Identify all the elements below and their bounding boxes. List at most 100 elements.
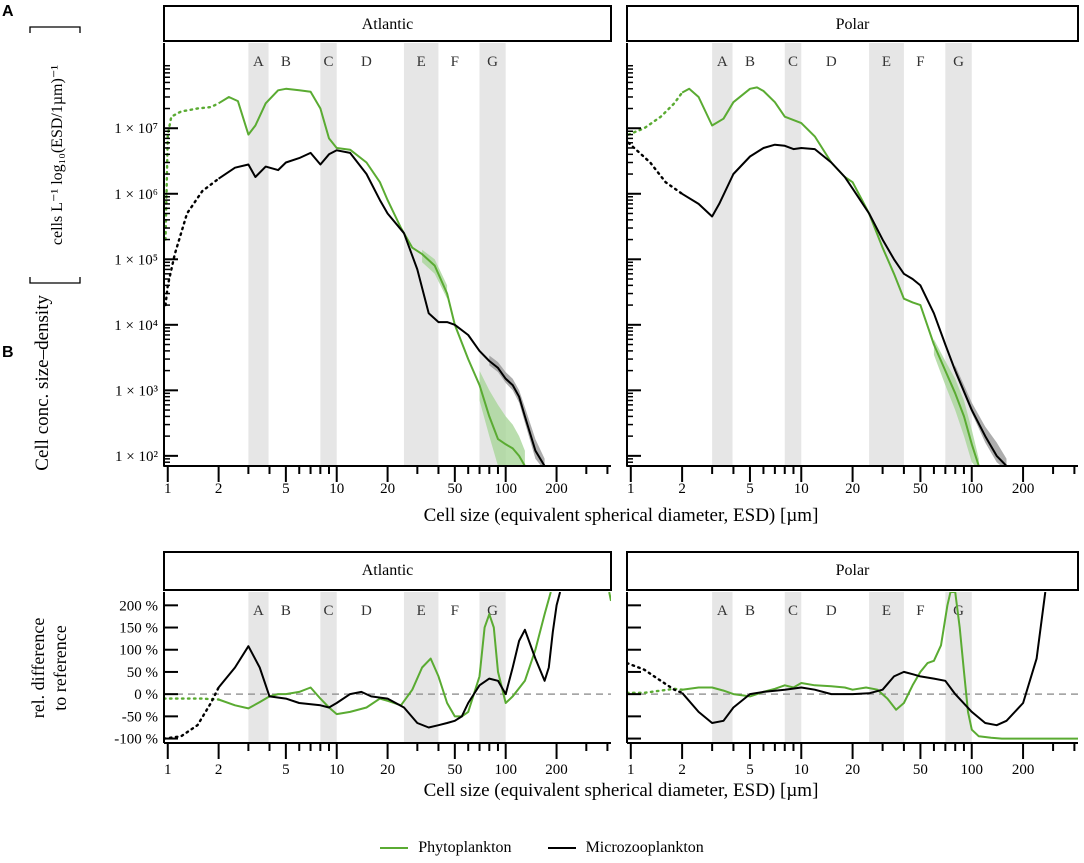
y-tick-label: 0 % — [134, 687, 158, 703]
ci-band-phytoplankton-2 — [422, 249, 448, 299]
x-tick-label: 5 — [746, 762, 754, 778]
zone-label-c: C — [324, 54, 334, 70]
x-axis: 1 2 5 10 20 50 100 200 — [164, 467, 609, 497]
x-tick-label: 200 — [1012, 762, 1035, 778]
y-axis — [626, 604, 641, 740]
x-tick-label: 50 — [913, 481, 928, 497]
zone-label-e: E — [417, 603, 426, 619]
y-tick-label: 1 × 10⁶ — [114, 187, 158, 203]
y-axis-title-line2: to reference — [50, 625, 70, 710]
x-tick-label: 5 — [746, 481, 754, 497]
zone-label-b: B — [281, 603, 291, 619]
x-tick-label: 1 — [164, 481, 172, 497]
facet-title: Polar — [836, 16, 870, 33]
bracket-left — [29, 277, 81, 284]
x-tick-label: 1 — [627, 762, 635, 778]
series-phytoplankton-extrapolated — [164, 697, 220, 701]
x-tick-label: 2 — [215, 481, 223, 497]
y-axis: -100 % -50 % 0 % 50 % 100 % 150 % 200 % — [114, 598, 178, 748]
facet-a-polar: Polar A B C D E F G 1 2 5 10 20 50 100 200 — [626, 5, 1079, 497]
zone-label-f: F — [451, 54, 459, 70]
series-group — [627, 592, 1078, 740]
zone-label-d: D — [826, 603, 837, 619]
series-microzooplankton-extrapolated — [627, 141, 684, 195]
zone-label-b: B — [281, 54, 291, 70]
zone-label-c: C — [324, 603, 334, 619]
legend-swatch-phytoplankton — [380, 847, 409, 849]
legend-item-microzooplankton: Microzooplankton — [547, 839, 704, 857]
y-tick-label: 1 × 10⁵ — [114, 252, 158, 268]
zone-label-f: F — [451, 603, 459, 619]
x-tick-label: 20 — [845, 762, 860, 778]
series-group — [164, 87, 546, 466]
x-tick-label: 50 — [913, 762, 928, 778]
facet-strip — [626, 5, 1079, 42]
x-axis: 1 2 5 10 20 50 100 200 — [627, 467, 1076, 497]
x-tick-label: 2 — [678, 481, 686, 497]
x-tick-label: 10 — [329, 762, 344, 778]
x-tick-label: 100 — [961, 762, 984, 778]
zone-label-e: E — [882, 603, 891, 619]
size-zones: A B C D E F G — [248, 592, 506, 743]
x-tick-label: 10 — [329, 481, 344, 497]
facet-strip — [163, 5, 612, 42]
x-tick-label: 5 — [282, 481, 290, 497]
series-phytoplankton — [218, 87, 526, 466]
x-tick-label: 1 — [627, 481, 635, 497]
x-tick-label: 1 — [164, 762, 172, 778]
y-axis-title-units: cells L⁻¹ log₁₀(ESD/1µm)⁻¹ — [49, 65, 66, 245]
zone-band-a — [712, 43, 733, 466]
facet-b-polar: Polar A B C D E F G 1 2 5 10 20 50 100 200 — [626, 551, 1079, 778]
x-tick-label: 20 — [380, 481, 395, 497]
y-axis-title-a: Cell conc. size–density cells L⁻¹ log₁₀(E… — [29, 26, 81, 471]
y-tick-label: 150 % — [119, 621, 158, 637]
x-tick-label: 200 — [545, 762, 568, 778]
y-axis-title-main: Cell conc. size–density — [32, 295, 53, 471]
legend: Phytoplankton Microzooplankton — [0, 836, 1084, 860]
zone-band-a — [248, 43, 269, 466]
zone-band-g — [479, 592, 506, 743]
series-phytoplankton-extrapolated — [627, 91, 684, 136]
series-microzooplankton — [217, 592, 562, 729]
legend-label-microzooplankton: Microzooplankton — [585, 839, 704, 856]
facet-b-atlantic: Atlantic A B C D E F G 1 2 5 10 20 50 100 200 -100 % -50 … — [114, 551, 612, 778]
series-microzooplankton — [218, 149, 546, 466]
y-axis-title-line1: rel. difference — [28, 618, 48, 719]
zone-label-g: G — [487, 54, 498, 70]
zone-band-c — [784, 43, 802, 466]
x-axis: 1 2 5 10 20 50 100 200 — [164, 744, 609, 778]
series-phytoplankton — [218, 592, 552, 718]
y-tick-label: 200 % — [119, 598, 158, 614]
zone-label-a: A — [253, 54, 264, 70]
facet-strip — [626, 551, 1079, 591]
y-tick-label: 50 % — [127, 665, 158, 681]
x-axis: 1 2 5 10 20 50 100 200 — [627, 744, 1076, 778]
x-tick-label: 100 — [494, 762, 517, 778]
zone-label-g: G — [953, 54, 964, 70]
y-tick-label: 1 × 10³ — [115, 383, 158, 399]
zone-label-a: A — [253, 603, 264, 619]
zone-label-c: C — [788, 603, 798, 619]
plots: Atlantic A B C D E F G 1 2 5 10 20 50 100 200 1 × 10² 1 ×… — [28, 5, 1079, 801]
bracket-right — [29, 26, 81, 33]
zone-label-e: E — [417, 54, 426, 70]
panel-label-a: A — [2, 3, 14, 20]
zone-band-c — [320, 43, 337, 466]
zone-label-b: B — [745, 603, 755, 619]
x-tick-label: 100 — [961, 481, 984, 497]
size-zones: A B C D E F G — [712, 43, 972, 466]
zone-label-e: E — [882, 54, 891, 70]
zone-band-e — [869, 592, 904, 743]
y-tick-label: -50 % — [122, 709, 158, 725]
zone-label-f: F — [916, 603, 924, 619]
series-phytoplankton-extrapolated — [164, 102, 220, 241]
zone-label-b: B — [745, 54, 755, 70]
facet-title: Atlantic — [362, 16, 414, 33]
zone-label-f: F — [916, 54, 924, 70]
series-microzooplankton — [681, 592, 1047, 727]
zone-label-a: A — [717, 54, 728, 70]
x-axis-title-a: Cell size (equivalent spherical diameter… — [424, 505, 819, 526]
facet-title: Polar — [836, 562, 870, 579]
series-group — [627, 86, 1008, 466]
x-tick-label: 10 — [794, 481, 809, 497]
